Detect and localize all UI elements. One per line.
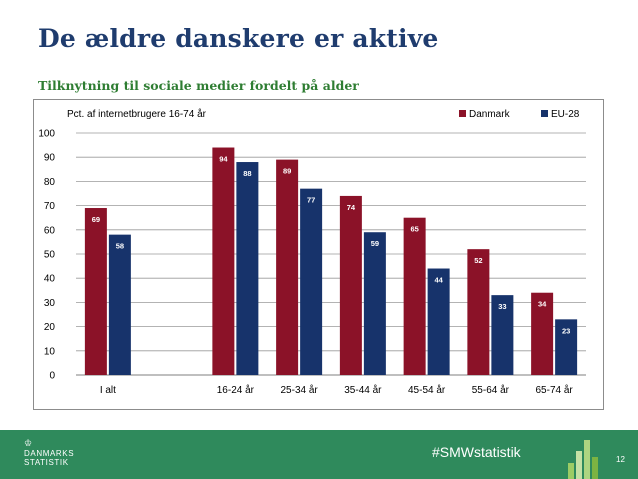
- data-label: 77: [307, 196, 315, 205]
- chart-frame: Pct. af internetbrugere 16-74 år 0 10 20 30…: [33, 99, 604, 410]
- slide-title: De ældre danskere er aktive: [38, 24, 439, 53]
- data-label: 33: [498, 302, 506, 311]
- y-tick-label: 50: [44, 250, 56, 261]
- data-label: 23: [562, 326, 570, 335]
- data-label: 65: [410, 225, 418, 234]
- bar-eu-28: [427, 268, 450, 375]
- legend-swatch: [459, 110, 466, 117]
- bar-eu-28: [108, 234, 131, 375]
- bar-chart-icon: [568, 440, 604, 479]
- x-tick-label: 55-64 år: [472, 384, 510, 396]
- x-tick-label: 45-54 år: [408, 384, 446, 396]
- data-label: 69: [92, 215, 100, 224]
- y-tick-label: 80: [44, 177, 56, 188]
- y-tick-label: 90: [44, 153, 56, 164]
- logo-line-1: DANMARKS: [24, 449, 75, 458]
- bars: [84, 147, 578, 375]
- data-label: 74: [347, 203, 356, 212]
- data-label: 88: [243, 169, 251, 178]
- legend-swatch: [541, 110, 548, 117]
- hashtag: #SMWstatistik: [432, 444, 521, 460]
- footer-bar: ♔ DANMARKS STATISTIK #SMWstatistik 12: [0, 430, 638, 479]
- data-label: 94: [219, 155, 228, 164]
- page-number: 12: [616, 455, 625, 464]
- bar-danmark: [212, 147, 235, 375]
- slide-subtitle: Tilknytning til sociale medier fordelt p…: [38, 78, 359, 93]
- bar-eu-28: [555, 319, 578, 375]
- data-label: 44: [434, 276, 443, 285]
- data-label: 52: [474, 256, 482, 265]
- data-label: 59: [371, 239, 379, 248]
- data-label: 58: [116, 242, 124, 251]
- bar-chart: Pct. af internetbrugere 16-74 år 0 10 20 30…: [38, 108, 586, 396]
- x-tick-label: 25-34 år: [281, 384, 319, 396]
- bar-danmark: [339, 195, 362, 375]
- bar-danmark: [276, 159, 299, 375]
- bar-eu-28: [300, 188, 323, 375]
- legend: Danmark EU-28: [459, 109, 580, 120]
- x-axis-ticks: I alt 16-24 år 25-34 år 35-44 år 45-54 år 55-…: [100, 384, 574, 396]
- x-tick-label: I alt: [100, 385, 116, 396]
- gridlines: [76, 132, 586, 376]
- x-tick-label: 65-74 år: [536, 384, 574, 396]
- x-tick-label: 16-24 år: [217, 384, 255, 396]
- y-tick-label: 70: [44, 201, 56, 212]
- danmarks-statistik-logo: ♔ DANMARKS STATISTIK: [24, 438, 75, 468]
- bar-danmark: [84, 208, 107, 375]
- bar-eu-28: [491, 295, 514, 375]
- y-axis-ticks: 0 10 20 30 40 50 60 70 80 90 100: [38, 129, 55, 382]
- chart-unit-label: Pct. af internetbrugere 16-74 år: [67, 108, 207, 120]
- y-tick-label: 10: [44, 346, 56, 357]
- data-labels: 69 58 94 88 89 77 74 59 65 44 52 33 34 23: [92, 155, 571, 336]
- bar-eu-28: [363, 232, 386, 375]
- logo-line-2: STATISTIK: [24, 458, 69, 467]
- y-tick-label: 30: [44, 298, 56, 309]
- y-tick-label: 60: [44, 225, 56, 236]
- bar-danmark: [403, 217, 426, 375]
- crown-icon: ♔: [24, 438, 33, 448]
- data-label: 89: [283, 167, 291, 176]
- y-tick-label: 20: [44, 322, 56, 333]
- bar-danmark: [467, 249, 490, 375]
- y-tick-label: 40: [44, 274, 56, 285]
- legend-label: Danmark: [469, 109, 511, 120]
- legend-label: EU-28: [551, 109, 580, 120]
- y-tick-label: 0: [49, 371, 55, 382]
- y-tick-label: 100: [38, 129, 55, 140]
- x-tick-label: 35-44 år: [344, 384, 382, 396]
- data-label: 34: [538, 300, 547, 309]
- bar-eu-28: [236, 162, 259, 375]
- bar-danmark: [531, 292, 554, 375]
